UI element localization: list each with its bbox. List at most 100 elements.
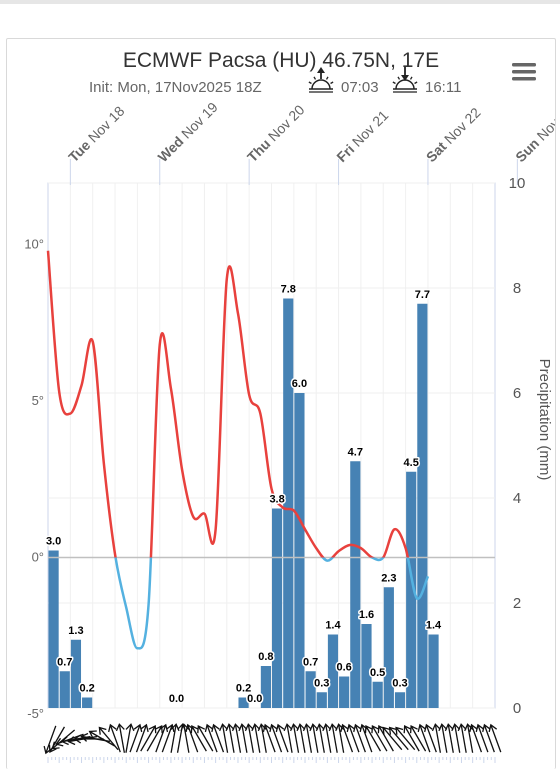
day-label-date: Nov 20 <box>262 101 308 147</box>
wind-arrow <box>364 724 382 752</box>
precip-bar <box>406 471 417 708</box>
wind-arrow <box>115 723 126 753</box>
top-separator <box>0 0 560 4</box>
wind-arrow <box>346 723 360 753</box>
wind-arrow <box>262 723 276 753</box>
day-label-date: Nov 23 <box>531 101 555 147</box>
chart-title: ECMWF Pacsa (HU) 46.75N, 17E <box>123 49 439 72</box>
wind-arrow <box>482 723 495 753</box>
wind-arrow <box>88 730 116 747</box>
precip-value-label: 1.4 <box>325 620 341 632</box>
chart-card: ECMWF Pacsa (HU) 46.75N, 17E Init: Mon, … <box>6 38 556 769</box>
precip-value-label: 0.7 <box>303 656 318 668</box>
wind-arrow <box>238 723 248 753</box>
wind-arrow <box>231 723 242 753</box>
precip-tick-label: 0 <box>513 700 521 717</box>
wind-arrow <box>275 723 289 753</box>
precip-bar <box>59 671 70 708</box>
wind-arrow <box>457 723 467 753</box>
wind-arrow <box>438 723 448 753</box>
wind-arrow <box>431 723 442 753</box>
precip-value-label: 0.8 <box>258 651 273 663</box>
init-label: Init: Mon, 17Nov2025 18Z <box>89 79 262 96</box>
precip-value-label: 3.0 <box>46 536 61 548</box>
hamburger-menu-icon[interactable] <box>510 59 538 85</box>
temperature-line-above-zero <box>46 250 410 558</box>
wind-arrow <box>98 726 119 751</box>
wind-arrow <box>353 723 366 753</box>
precip-tick-label: 8 <box>513 280 521 297</box>
precip-value-label: 4.5 <box>404 457 419 469</box>
sunrise-time: 07:03 <box>341 79 379 96</box>
precip-bar <box>383 587 394 708</box>
precip-bar <box>350 461 361 708</box>
wind-arrow <box>469 723 483 753</box>
sunset-icon <box>392 67 418 93</box>
precip-bar <box>260 666 271 708</box>
day-label: Thu Nov 20 <box>244 101 308 165</box>
precip-value-label: 0.2 <box>79 683 94 695</box>
precip-value-label: 6.0 <box>292 378 307 390</box>
precip-value-label: 0.0 <box>169 693 184 705</box>
wind-arrow <box>371 724 388 752</box>
wind-arrow <box>302 723 313 753</box>
precip-bar <box>339 676 350 708</box>
wind-arrow <box>197 724 214 752</box>
day-label: Sun Nov 23 <box>512 101 555 165</box>
precip-value-label: 4.7 <box>348 446 363 458</box>
wind-arrow <box>135 723 149 753</box>
precip-bar <box>48 550 59 708</box>
precip-value-label: 0.7 <box>57 656 72 668</box>
precip-value-label: 0.6 <box>336 662 351 674</box>
precip-value-label: 2.3 <box>381 572 396 584</box>
wind-arrow <box>382 726 403 751</box>
precip-value-label: 0.5 <box>370 667 385 679</box>
wind-arrow <box>244 723 254 753</box>
precip-bar <box>70 639 82 708</box>
precip-value-label: 0.2 <box>236 683 251 695</box>
wind-arrow <box>269 723 283 753</box>
precip-tick-label: 6 <box>513 385 521 402</box>
precip-bar <box>238 697 249 708</box>
precip-value-label: 0.0 <box>247 693 262 705</box>
wind-arrow <box>451 723 461 753</box>
temperature-tick-label: 10° <box>24 237 44 252</box>
precip-bar <box>272 508 283 708</box>
wind-arrow <box>417 723 431 753</box>
precip-bar <box>283 298 294 708</box>
precip-tick-label: 10 <box>509 175 526 192</box>
precip-bar <box>327 634 339 708</box>
wind-arrow <box>424 723 437 753</box>
day-label-date: Nov 18 <box>82 103 128 149</box>
wind-arrow <box>475 723 489 753</box>
wind-arrow <box>395 726 416 751</box>
wind-arrow <box>108 723 121 753</box>
precip-tick-label: 2 <box>513 595 521 612</box>
precip-value-label: 7.7 <box>415 289 430 301</box>
sunset-time: 16:11 <box>425 79 461 96</box>
wind-arrow <box>289 723 300 753</box>
wind-arrow <box>204 723 218 753</box>
wind-arrow <box>388 726 409 751</box>
precip-value-label: 3.8 <box>269 494 284 506</box>
day-label: Wed Nov 19 <box>155 99 221 165</box>
precip-bar <box>372 681 383 708</box>
wind-arrow <box>219 723 229 753</box>
wind-arrow <box>140 724 157 752</box>
meteogram-chart: ECMWF Pacsa (HU) 46.75N, 17E Init: Mon, … <box>24 49 555 763</box>
day-label-date: Nov 19 <box>175 99 221 145</box>
wind-arrow <box>315 723 325 753</box>
wind-arrow <box>211 723 225 753</box>
wind-arrow <box>125 723 135 753</box>
wind-arrow <box>225 723 235 753</box>
precip-bar <box>82 697 93 708</box>
temperature-tick-label: 5° <box>32 393 44 408</box>
precip-bar <box>294 393 305 708</box>
precip-value-label: 1.3 <box>68 625 83 637</box>
precip-tick-label: 4 <box>513 490 521 507</box>
wind-arrow <box>309 723 319 753</box>
wind-arrow <box>488 723 502 753</box>
precip-bar <box>428 634 439 708</box>
temperature-tick-label: -5° <box>27 706 44 721</box>
wind-arrow <box>409 724 427 752</box>
